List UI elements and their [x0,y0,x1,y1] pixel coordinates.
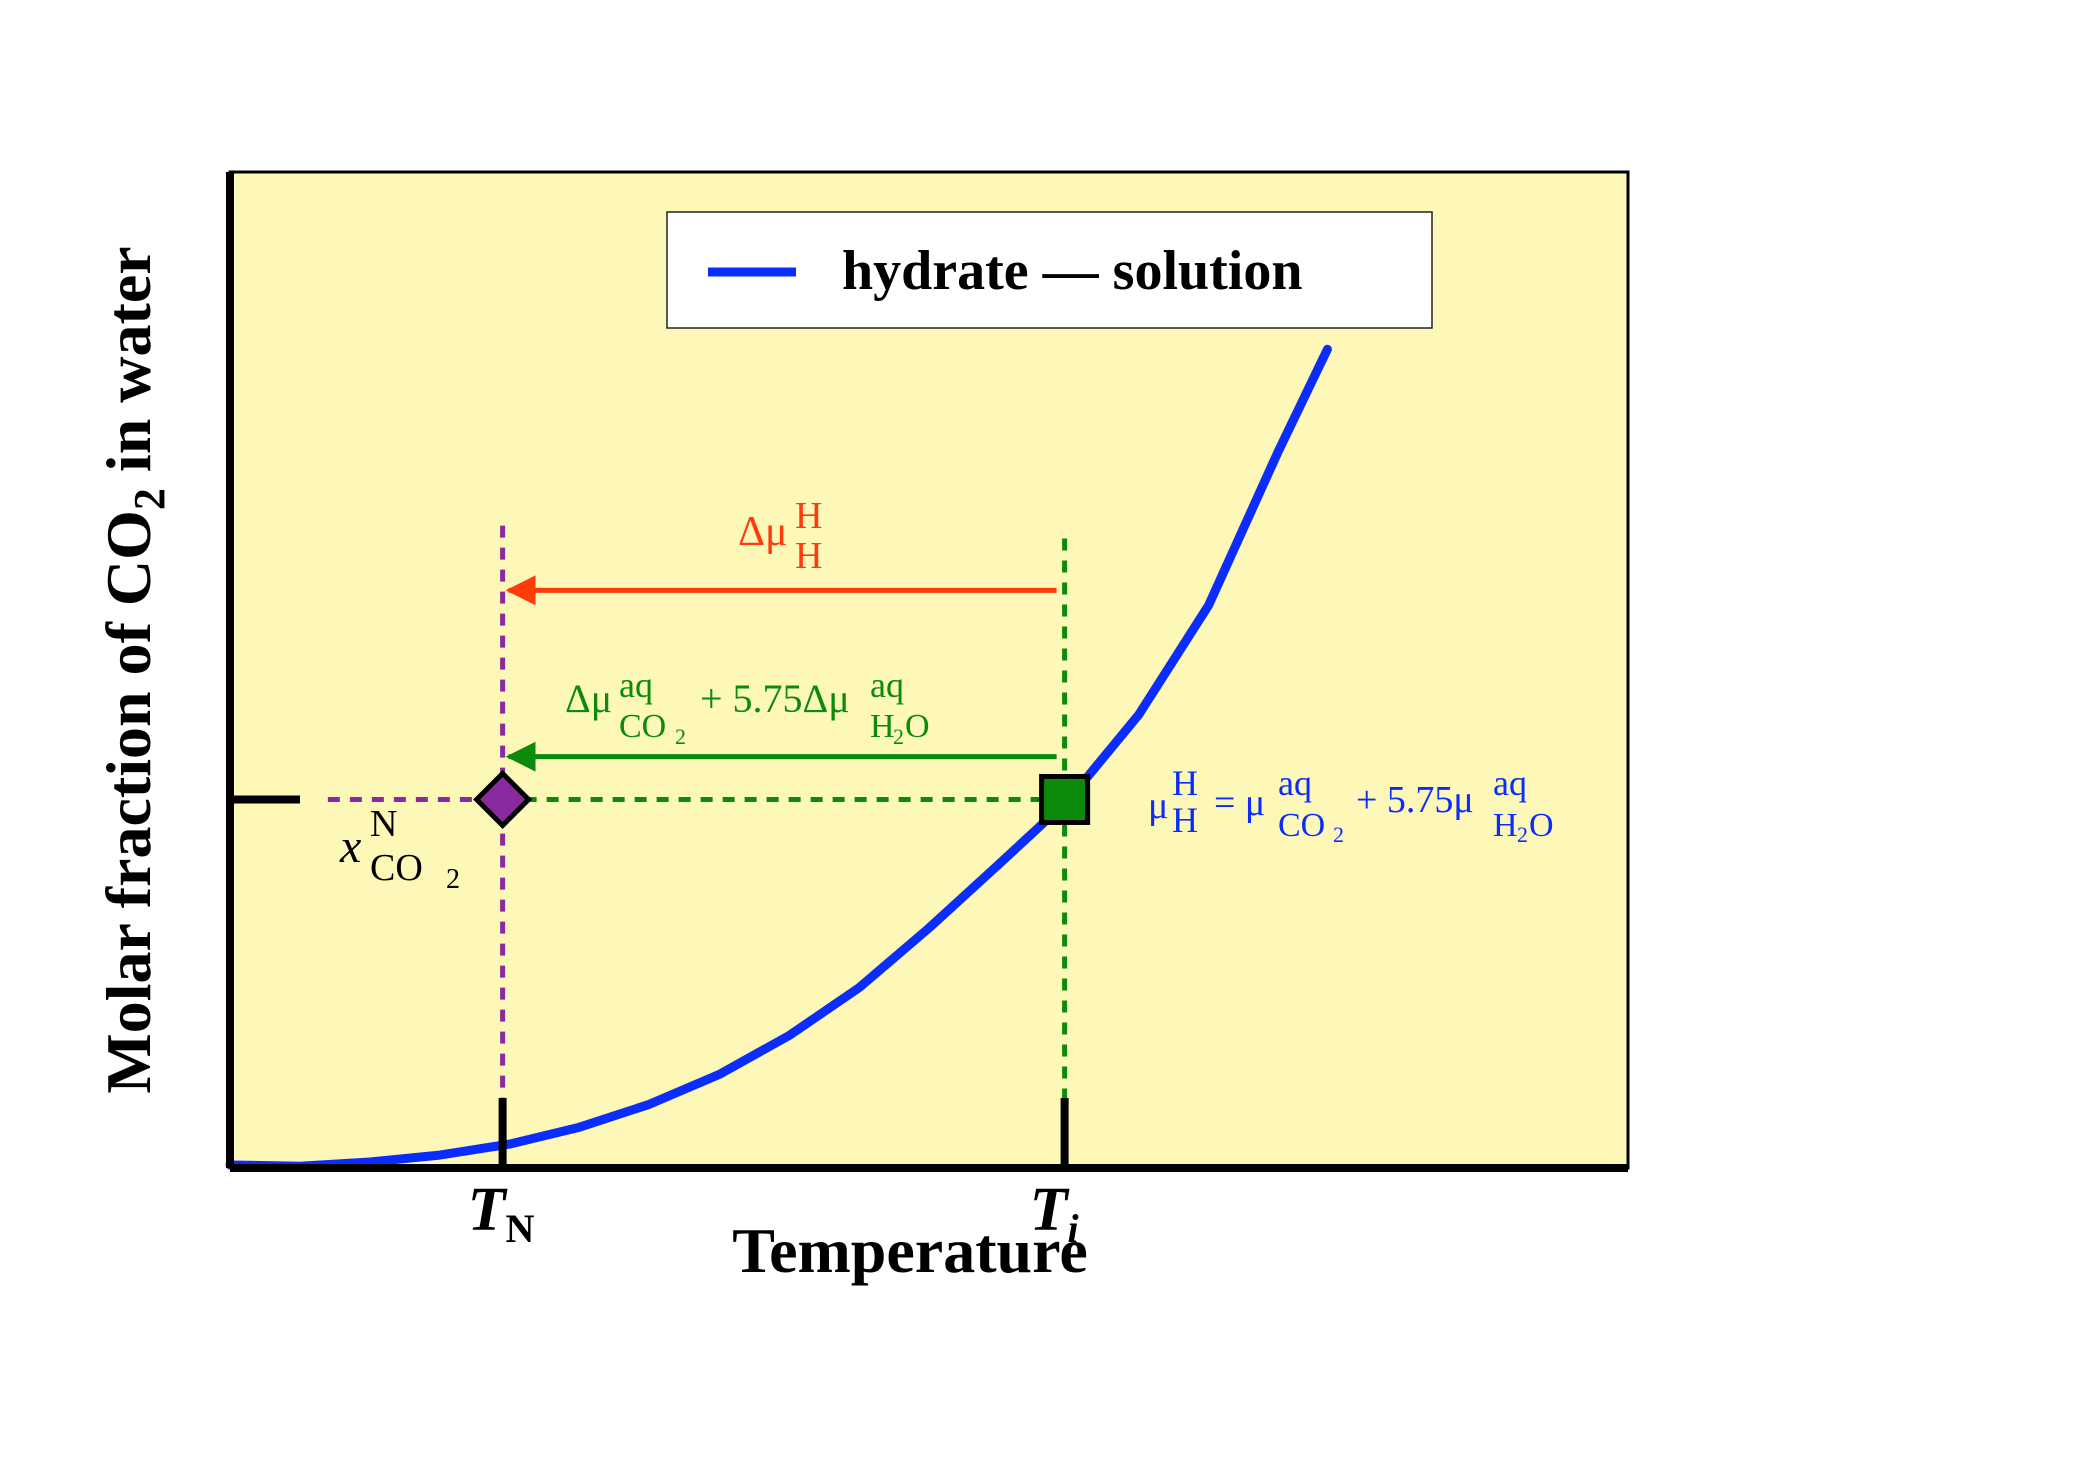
blue-mu: μ [1148,785,1168,827]
tick-Ti-label-sub: i [1067,1206,1078,1251]
series-line-0 [225,344,1332,1171]
y-axis-label-post: in water [93,246,164,488]
nucleation-point [473,769,533,830]
y-axis-label-sub: 2 [125,488,174,510]
blue-r2-sub-end: O [1529,807,1554,844]
green-t1-sub: CO [619,708,666,745]
tick-TN-label-main: T [468,1176,508,1244]
green-t2-sup: aq [870,665,904,705]
red-sup: H [795,495,822,537]
green-t1-delta: Δμ [565,676,612,721]
legend: hydrate — solution [666,211,1433,329]
xN-sub-digit: 2 [446,864,460,895]
x-axis-label: Temperature [732,1215,1088,1286]
blue-coef: + 5.75μ [1356,779,1474,821]
blue-r1-sub-digit: 2 [1333,822,1344,847]
green-t2-sub-end: O [905,708,930,745]
xN-annotation: x N CO 2 [339,794,460,895]
xN-sub: CO [370,847,423,889]
red-sub: H [795,535,822,577]
green-t1-sub-digit: 2 [675,724,686,749]
y-axis-label-pre: Molar fraction of CO [93,510,164,1094]
blue-lhs-sub: H [1172,800,1198,840]
plot-background [228,170,1630,1170]
legend-label: hydrate — solution [842,240,1303,302]
green-t2-sub-digit: 2 [893,724,904,749]
blue-eq: = μ [1214,782,1265,824]
blue-r2-sup: aq [1493,763,1527,803]
tick-TN-label-sub: N [505,1206,534,1251]
blue-r2-sub: H [1493,807,1518,844]
xN-var: x [339,820,361,873]
blue-lhs-sup: H [1172,763,1198,803]
red-delta: Δμ [738,509,788,555]
blue-r1-sub: CO [1278,807,1325,844]
y-axis-label: Molar fraction of CO2 in water [93,246,174,1093]
xN-sup: N [370,803,397,845]
blue-r1-sup: aq [1278,763,1312,803]
tick-Ti-label-main: T [1030,1176,1070,1244]
tick-Ti-label: Ti [1030,1176,1079,1251]
green-coef: + 5.75Δμ [700,676,850,721]
green-annotation: Δμ aq CO 2 + 5.75Δμ aq H 2 O [565,661,930,753]
intersection-point [1039,773,1091,825]
tick-TN-label: TN [468,1176,535,1251]
blue-r2-sub-digit: 2 [1517,822,1528,847]
green-t2-sub: H [870,708,895,745]
blue-annotation: μ H H = μ aq CO 2 + 5.75μ aq H 2 O [1148,762,1554,851]
green-t1-sup: aq [619,665,653,705]
red-annotation: Δμ H H [738,492,833,577]
